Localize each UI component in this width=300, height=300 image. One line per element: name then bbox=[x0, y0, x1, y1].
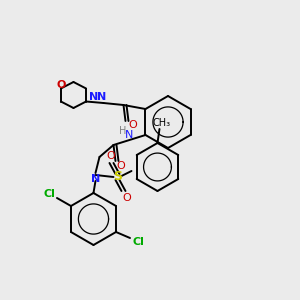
Text: O: O bbox=[116, 161, 125, 171]
Text: N: N bbox=[125, 130, 134, 140]
Text: O: O bbox=[106, 151, 115, 161]
Text: S: S bbox=[113, 170, 122, 184]
Text: Cl: Cl bbox=[132, 237, 144, 247]
Text: CH₃: CH₃ bbox=[152, 118, 170, 128]
Text: O: O bbox=[128, 120, 137, 130]
Text: O: O bbox=[56, 80, 66, 89]
Text: Cl: Cl bbox=[43, 189, 55, 199]
Text: N: N bbox=[91, 174, 100, 184]
Text: N: N bbox=[97, 92, 106, 102]
Text: O: O bbox=[122, 193, 131, 203]
Text: N: N bbox=[89, 92, 99, 103]
Text: H: H bbox=[119, 126, 126, 136]
